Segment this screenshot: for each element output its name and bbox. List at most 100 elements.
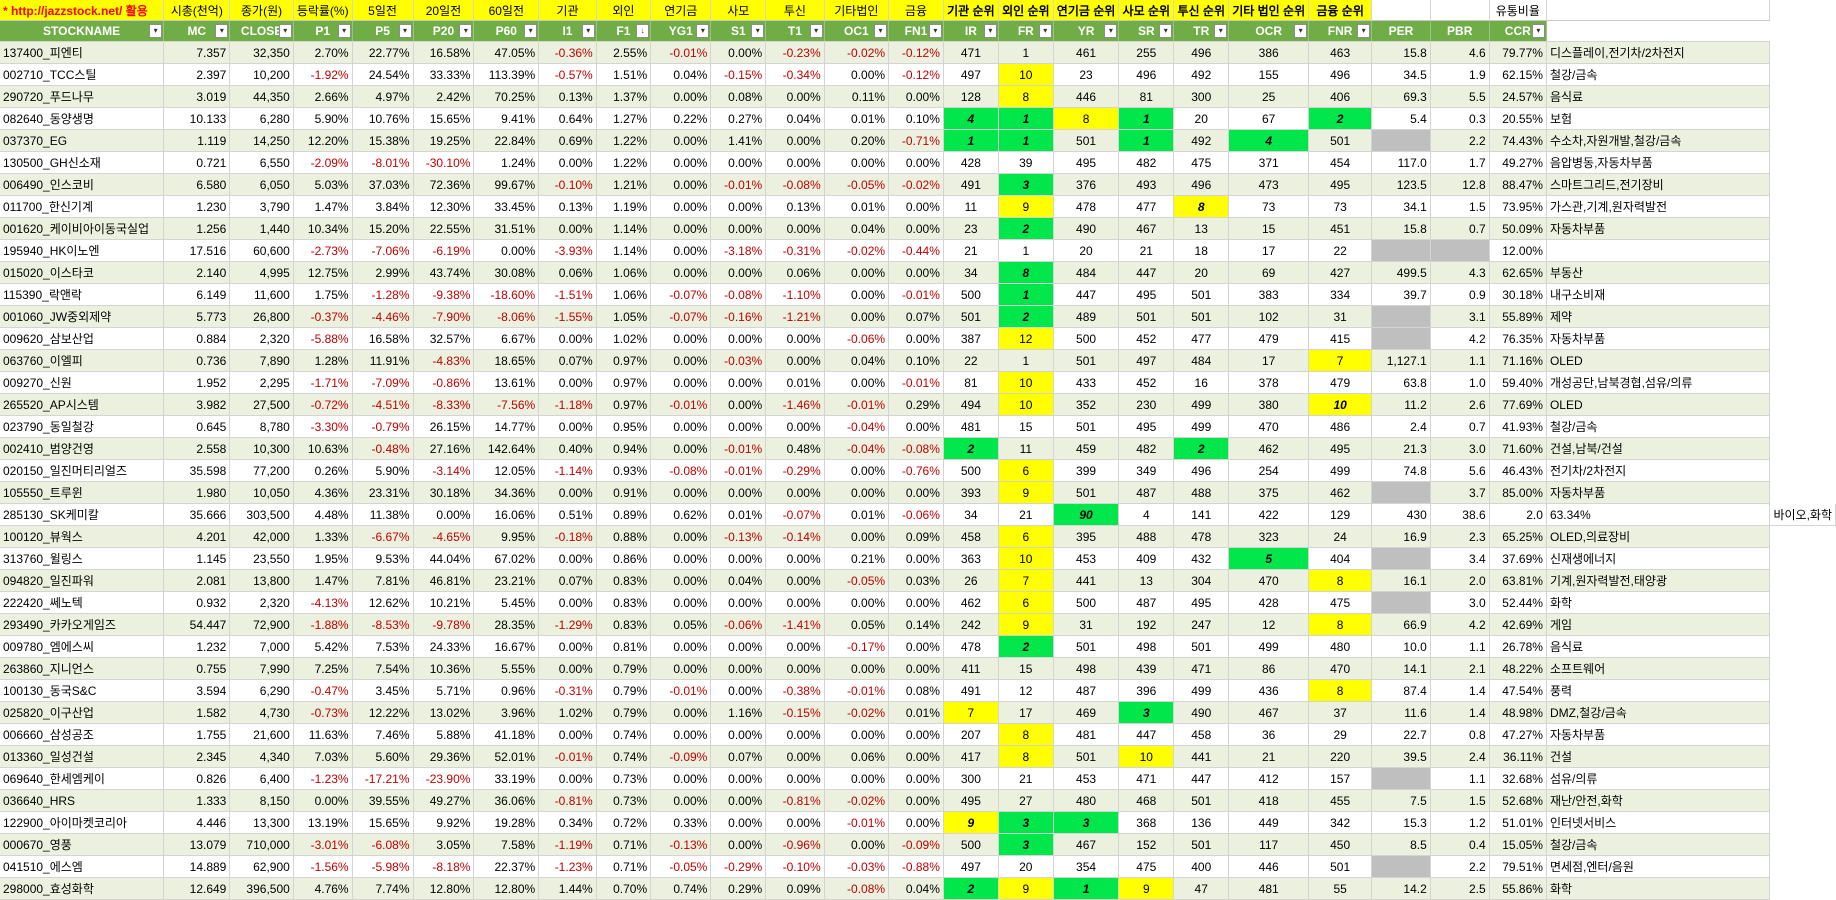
data-cell[interactable]: 0.00% [710, 789, 767, 812]
data-cell[interactable]: DMZ,철강/금속 [1546, 701, 1771, 724]
data-cell[interactable]: 73 [1228, 195, 1310, 218]
data-cell[interactable]: 22.37% [473, 855, 540, 878]
data-cell[interactable]: 55 [1308, 877, 1373, 900]
data-cell[interactable]: 461 [1053, 41, 1120, 64]
data-cell[interactable]: 13.079 [163, 833, 231, 856]
data-cell[interactable]: -0.12% [888, 63, 944, 86]
data-cell[interactable]: 0.00% [824, 481, 890, 504]
stock-name-cell[interactable]: 137400_피엔티 [0, 41, 165, 64]
data-cell[interactable]: 23 [1053, 63, 1120, 86]
data-cell[interactable]: -0.02% [824, 789, 890, 812]
data-cell[interactable]: 9 [1118, 877, 1175, 900]
stock-name-cell[interactable]: 009270_신원 [0, 371, 165, 394]
data-cell[interactable]: 415 [1308, 327, 1373, 350]
data-cell[interactable]: 0.00% [650, 349, 712, 372]
data-cell[interactable]: -0.03% [824, 855, 890, 878]
data-cell[interactable]: 63.8 [1371, 371, 1431, 394]
data-cell[interactable]: 0.00% [710, 723, 767, 746]
data-cell[interactable]: 29.36% [413, 745, 475, 768]
data-cell[interactable]: 462 [1228, 437, 1310, 460]
data-cell[interactable]: 1.5 [1430, 195, 1490, 218]
data-cell[interactable]: 14,250 [229, 129, 294, 152]
data-cell[interactable]: 501 [1173, 635, 1230, 658]
data-cell[interactable]: 0.00% [650, 437, 712, 460]
data-cell[interactable]: 스마트그리드,전기장비 [1546, 173, 1771, 196]
data-cell[interactable]: 0.00% [710, 151, 767, 174]
data-cell[interactable]: 22 [1308, 239, 1373, 262]
data-cell[interactable]: 501 [1308, 129, 1373, 152]
data-cell[interactable]: 47.05% [473, 41, 540, 64]
data-cell[interactable]: 495 [1118, 283, 1175, 306]
data-cell[interactable]: 478 [1053, 195, 1120, 218]
data-cell[interactable]: 6,550 [229, 151, 294, 174]
column-header[interactable]: S1 ▾ [710, 20, 767, 42]
data-cell[interactable]: 12.22% [352, 701, 414, 724]
data-cell[interactable]: 48.22% [1489, 657, 1547, 680]
data-cell[interactable]: OLED [1546, 393, 1771, 416]
data-cell[interactable]: 0.00% [710, 393, 767, 416]
data-cell[interactable]: 5.60% [352, 745, 414, 768]
column-header[interactable]: IR ▾ [943, 20, 999, 42]
data-cell[interactable]: 52.01% [473, 745, 540, 768]
data-cell[interactable]: 3.0 [1430, 591, 1490, 614]
data-cell[interactable]: -6.08% [352, 833, 414, 856]
data-cell[interactable]: 0.00% [650, 217, 712, 240]
data-cell[interactable]: 16.67% [473, 635, 540, 658]
data-cell[interactable]: 4.3 [1430, 261, 1490, 284]
data-cell[interactable]: -0.02% [824, 41, 890, 64]
data-cell[interactable]: 2.5 [1430, 877, 1490, 900]
data-cell[interactable]: 491 [943, 173, 999, 196]
data-cell[interactable]: 7.81% [352, 569, 414, 592]
data-cell[interactable]: 19.28% [473, 811, 540, 834]
data-cell[interactable]: 473 [1228, 173, 1310, 196]
data-cell[interactable]: 0.00% [824, 767, 890, 790]
data-cell[interactable]: 4 [1228, 129, 1310, 152]
data-cell[interactable]: 0.721 [163, 151, 231, 174]
data-cell[interactable]: 334 [1308, 283, 1373, 306]
data-cell[interactable]: 480 [1308, 635, 1373, 658]
filter-dropdown-icon[interactable]: ▾ [398, 24, 412, 38]
data-cell[interactable]: -1.56% [293, 855, 353, 878]
data-cell[interactable]: 8 [998, 85, 1054, 108]
data-cell[interactable]: 494 [943, 393, 999, 416]
data-cell[interactable]: 4.48% [293, 503, 353, 526]
data-cell[interactable]: 18 [1173, 239, 1230, 262]
data-cell[interactable]: 32.68% [1489, 767, 1547, 790]
data-cell[interactable]: 31 [1308, 305, 1373, 328]
data-cell[interactable]: 7,990 [229, 657, 294, 680]
data-cell[interactable]: -0.15% [710, 63, 767, 86]
data-cell[interactable]: -0.08% [650, 459, 712, 482]
data-cell[interactable]: 441 [1173, 745, 1230, 768]
data-cell[interactable]: 67.02% [473, 547, 540, 570]
column-header[interactable]: F1 ↓ [596, 20, 652, 42]
data-cell[interactable]: 471 [943, 41, 999, 64]
data-cell[interactable]: 455 [1308, 789, 1373, 812]
data-cell[interactable]: 484 [1053, 261, 1120, 284]
data-cell[interactable]: 4.446 [163, 811, 231, 834]
column-header[interactable]: FNR ▾ [1308, 20, 1373, 42]
data-cell[interactable]: 441 [1053, 569, 1120, 592]
data-cell[interactable]: 4 [1118, 503, 1175, 526]
data-cell[interactable]: 자동차부품 [1546, 481, 1771, 504]
stock-name-cell[interactable]: 293490_카카오게임즈 [0, 613, 165, 636]
column-header[interactable]: SR ▾ [1118, 20, 1175, 42]
data-cell[interactable]: 12.62% [352, 591, 414, 614]
data-cell[interactable]: 1.145 [163, 547, 231, 570]
data-cell[interactable]: -0.05% [824, 173, 890, 196]
data-cell[interactable]: 1 [998, 129, 1054, 152]
data-cell[interactable]: 전기차/2차전지 [1546, 459, 1771, 482]
data-cell[interactable]: -0.15% [765, 701, 825, 724]
data-cell[interactable]: 11.2 [1371, 393, 1431, 416]
data-cell[interactable]: 11 [943, 195, 999, 218]
data-cell[interactable]: 8 [1308, 569, 1373, 592]
data-cell[interactable] [1371, 239, 1431, 262]
filter-dropdown-icon[interactable]: ▾ [1038, 24, 1052, 38]
data-cell[interactable]: 30.18% [1489, 283, 1547, 306]
data-cell[interactable]: 449 [1228, 811, 1310, 834]
column-header[interactable]: CLOSE ▾ [229, 20, 294, 42]
data-cell[interactable]: 0.13% [765, 195, 825, 218]
data-cell[interactable]: 77,200 [229, 459, 294, 482]
data-cell[interactable]: 34.5 [1371, 63, 1431, 86]
data-cell[interactable]: 37.03% [352, 173, 414, 196]
filter-dropdown-icon[interactable]: ▾ [1104, 24, 1118, 38]
